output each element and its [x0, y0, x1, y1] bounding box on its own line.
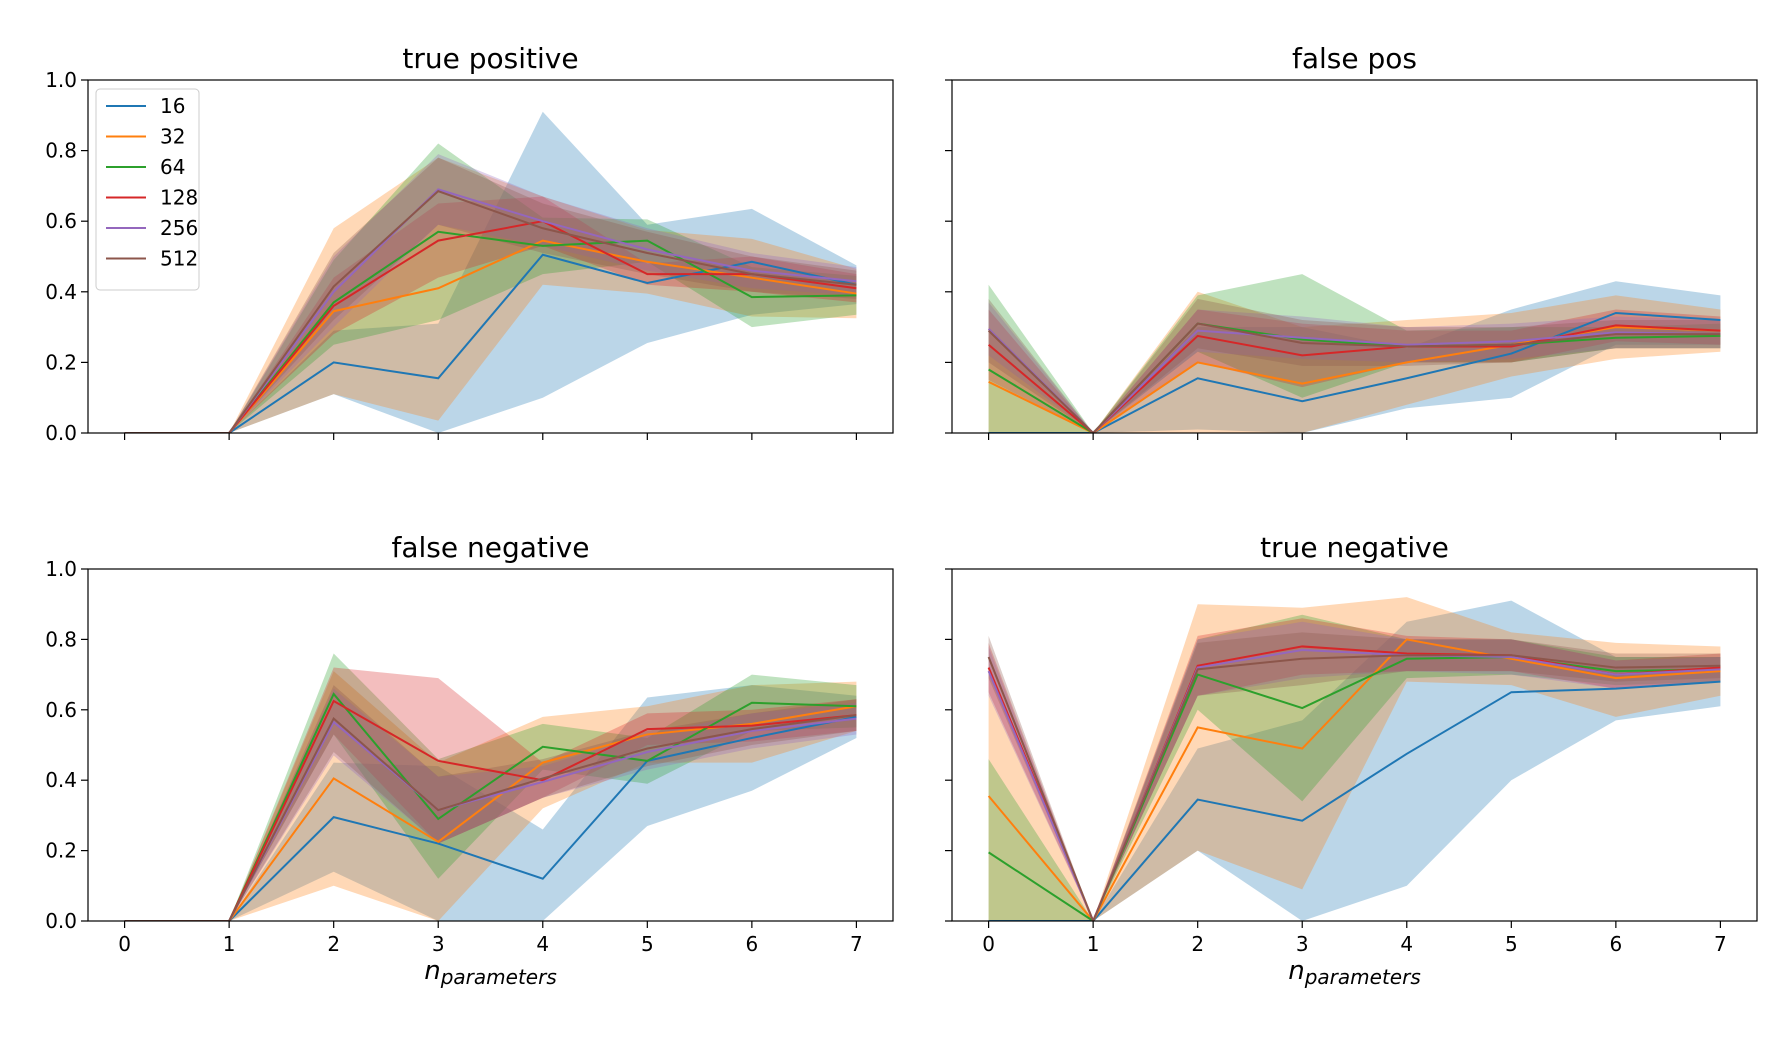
- chart-panel-3: 0 1 2 3 4 5 6 7 true negative nparameters: [945, 531, 1758, 989]
- x-tick-label: 2: [327, 932, 340, 956]
- band-16: [988, 600, 1721, 921]
- band-512: [988, 632, 1721, 921]
- plot-area: [987, 274, 1721, 433]
- axes-frame: [951, 79, 1758, 434]
- x-tick-label: 6: [745, 932, 758, 956]
- chart-panel-0: 0.0 0.2 0.4 0.6 0.8 1.0 true positive 16 32 64 128…: [45, 42, 894, 445]
- series-line-512: [124, 714, 857, 921]
- series-line-512: [987, 322, 1721, 433]
- band-16: [988, 281, 1721, 433]
- subplot-title: false negative: [392, 531, 590, 564]
- y-tick-label: 0.8: [45, 627, 77, 651]
- series-line-16: [988, 680, 1721, 921]
- band-32: [124, 157, 857, 433]
- subplot-title: true negative: [1260, 531, 1449, 564]
- plot-area: [124, 111, 857, 433]
- band-64: [988, 274, 1721, 433]
- y-tick-label: 0.4: [45, 280, 77, 304]
- legend-label-128: 128: [160, 186, 198, 210]
- legend-label-64: 64: [160, 155, 185, 179]
- band-512: [988, 298, 1721, 433]
- legend: 16 32 64 128 256 512: [95, 88, 200, 291]
- band-16: [124, 111, 857, 433]
- series-line-128: [124, 220, 857, 433]
- x-tick-label: 1: [1087, 932, 1100, 956]
- x-tick-label: 3: [432, 932, 445, 956]
- band-32: [988, 291, 1721, 433]
- y-tick-label: 0.2: [45, 350, 77, 374]
- series-line-16: [988, 311, 1721, 433]
- chart-panel-1: false pos: [945, 42, 1758, 440]
- y-tick-label: 0.6: [45, 698, 77, 722]
- x-tick-label: 4: [536, 932, 549, 956]
- x-tick-label: 5: [1505, 932, 1518, 956]
- x-tick-label: 6: [1609, 932, 1622, 956]
- subplot-title: true positive: [402, 42, 578, 75]
- x-tick-label: 4: [1400, 932, 1413, 956]
- plot-area: [987, 597, 1721, 921]
- y-tick-label: 0.6: [45, 209, 77, 233]
- series-line-32: [987, 638, 1721, 921]
- x-axis-label: nparameters: [424, 956, 557, 989]
- axes-frame: [87, 79, 894, 434]
- chart-panel-2: 0 1 2 3 4 5 6 7 0.0 0.2 0.4 0.6 0.8 1.0 false negative…: [45, 531, 894, 989]
- x-tick-label: 0: [982, 932, 995, 956]
- series-line-16: [124, 715, 857, 921]
- x-tick-label: 7: [1714, 932, 1727, 956]
- y-tick-label: 0.8: [45, 139, 77, 163]
- band-512: [124, 157, 857, 433]
- y-tick-label: 0.0: [45, 421, 77, 445]
- x-tick-label: 5: [641, 932, 654, 956]
- x-tick-label: 7: [850, 932, 863, 956]
- x-tick-label: 0: [118, 932, 131, 956]
- series-line-16: [124, 253, 857, 433]
- y-tick-label: 1.0: [45, 557, 77, 581]
- band-32: [988, 597, 1721, 921]
- band-128: [124, 196, 857, 433]
- y-tick-label: 0.4: [45, 768, 77, 792]
- legend-label-16: 16: [160, 94, 185, 118]
- series-line-512: [987, 654, 1721, 921]
- y-tick-label: 0.2: [45, 839, 77, 863]
- axes-frame: [951, 568, 1758, 922]
- series-line-512: [124, 190, 857, 433]
- band-64: [124, 653, 857, 921]
- x-tick-label: 2: [1191, 932, 1204, 956]
- plot-area: [124, 653, 857, 921]
- legend-label-256: 256: [160, 216, 198, 240]
- x-tick-label: 3: [1296, 932, 1309, 956]
- subplot-title: false pos: [1292, 42, 1417, 75]
- band-64: [988, 614, 1721, 921]
- band-64: [124, 143, 857, 433]
- legend-label-32: 32: [160, 125, 185, 149]
- x-axis-label: nparameters: [1288, 956, 1421, 989]
- series-line-128: [124, 699, 857, 921]
- band-256: [988, 302, 1721, 433]
- legend-box: [95, 88, 200, 291]
- y-tick-label: 1.0: [45, 68, 77, 92]
- y-tick-label: 0.0: [45, 909, 77, 933]
- x-tick-label: 1: [223, 932, 236, 956]
- series-line-32: [988, 326, 1721, 433]
- axes-frame: [87, 568, 894, 922]
- legend-label-512: 512: [160, 247, 198, 271]
